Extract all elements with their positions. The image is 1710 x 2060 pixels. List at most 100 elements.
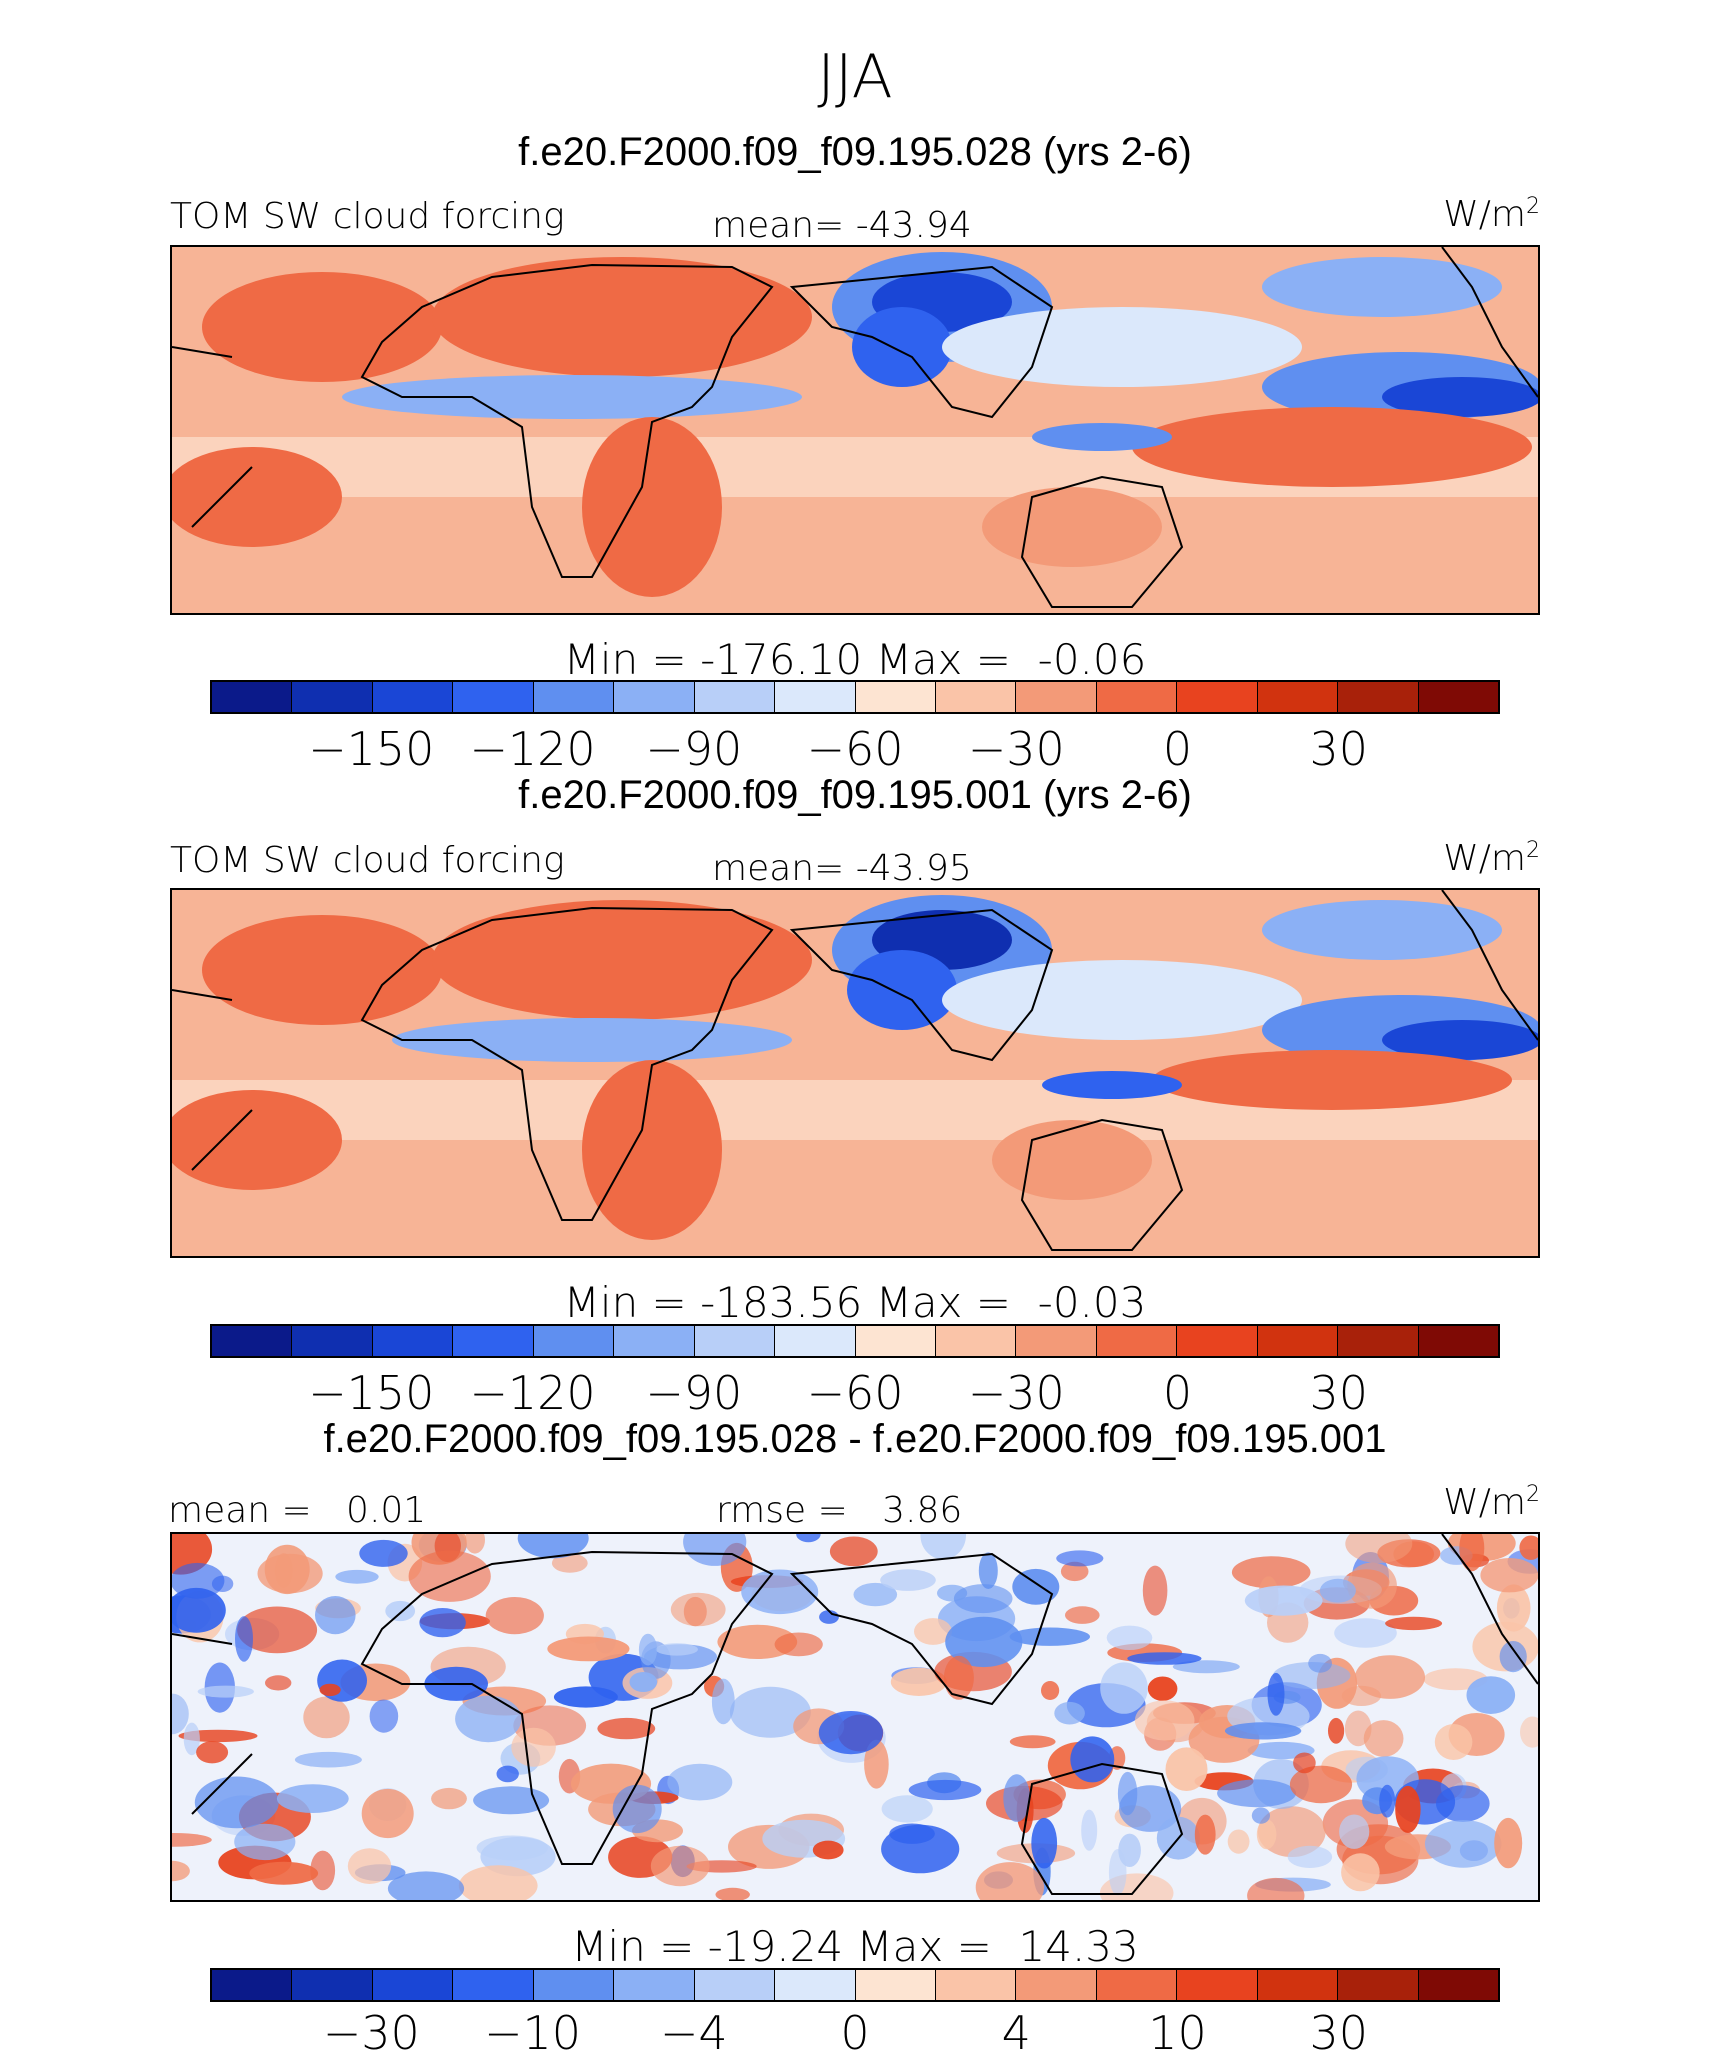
panel3-minmax: Min = -19.24 Max = 14.33 bbox=[571, 1922, 1139, 1971]
colorbar-box-13 bbox=[1257, 1970, 1339, 2000]
anomaly-blob bbox=[361, 1788, 414, 1839]
anomaly-blob bbox=[194, 1776, 279, 1829]
panel1-s-africa bbox=[582, 417, 722, 597]
anomaly-blob bbox=[629, 1672, 658, 1692]
colorbar-box-1 bbox=[292, 1326, 373, 1356]
anomaly-blob bbox=[234, 1823, 296, 1861]
colorbar-box-13 bbox=[1257, 682, 1339, 712]
colorbar-tick-label: −30 bbox=[967, 722, 1065, 776]
anomaly-blob bbox=[419, 1608, 466, 1638]
colorbar-box-1 bbox=[292, 1970, 373, 2000]
panel3-americas-coast bbox=[172, 1534, 1538, 1815]
panel2-title: f.e20.F2000.f09_f09.195.001 (yrs 2-6) bbox=[518, 773, 1192, 817]
anomaly-blob bbox=[294, 1751, 362, 1768]
anomaly-blob bbox=[853, 1582, 898, 1607]
anomaly-blob bbox=[1308, 1653, 1332, 1673]
panel3-africa-coast bbox=[360, 1550, 774, 1865]
anomaly-blob bbox=[1081, 1809, 1098, 1851]
anomaly-blob bbox=[1334, 1618, 1397, 1648]
anomaly-blob bbox=[1339, 1814, 1370, 1849]
panel1-maritime bbox=[1032, 423, 1172, 451]
panel3-rmse-label: rmse = bbox=[716, 1490, 848, 1531]
panel1-w-pacific bbox=[942, 307, 1302, 387]
anomaly-blob bbox=[741, 1569, 819, 1615]
anomaly-blob bbox=[265, 1675, 292, 1691]
anomaly-blob bbox=[612, 1784, 662, 1834]
anomaly-blob bbox=[943, 1655, 974, 1700]
anomaly-blob bbox=[369, 1699, 399, 1733]
anomaly-blob bbox=[978, 1552, 998, 1589]
panel1-colorbar bbox=[210, 680, 1500, 714]
anomaly-blob bbox=[1466, 1676, 1516, 1714]
anomaly-blob bbox=[1060, 1561, 1089, 1582]
panel2-mean: mean= -43.95 bbox=[712, 848, 972, 889]
colorbar-tick-label: −90 bbox=[645, 722, 743, 776]
anomaly-blob bbox=[638, 1633, 658, 1666]
anomaly-blob bbox=[667, 1763, 733, 1801]
panel1-minmax: Min = -176.10 Max = -0.06 bbox=[563, 635, 1147, 684]
anomaly-blob bbox=[1247, 1877, 1305, 1900]
panel3-colorbar bbox=[210, 1968, 1500, 2002]
anomaly-blob bbox=[812, 1840, 844, 1860]
panel3-field bbox=[172, 1534, 1538, 1900]
anomaly-blob bbox=[172, 1833, 212, 1847]
anomaly-blob bbox=[1272, 1662, 1351, 1689]
anomaly-blob bbox=[1355, 1655, 1425, 1699]
colorbar-box-15 bbox=[1418, 1326, 1498, 1356]
colorbar-tick-label: −60 bbox=[806, 1366, 904, 1420]
anomaly-blob bbox=[496, 1765, 519, 1783]
panel1-s-atlantic bbox=[172, 447, 342, 547]
anomaly-blob bbox=[908, 1779, 982, 1801]
anomaly-blob bbox=[1293, 1752, 1316, 1774]
anomaly-blob bbox=[315, 1596, 356, 1635]
panel3-mean-value: 0.01 bbox=[346, 1490, 427, 1531]
colorbar-box-6 bbox=[694, 682, 776, 712]
anomaly-blob bbox=[880, 1569, 936, 1591]
anomaly-blob bbox=[953, 1584, 1013, 1614]
panel1-sahara bbox=[432, 257, 812, 377]
panel1-americas-coast bbox=[172, 247, 1538, 528]
panel2-variable-label: TOM SW cloud forcing bbox=[170, 840, 565, 881]
anomaly-blob bbox=[319, 1683, 341, 1697]
panel1-australia-coast bbox=[1020, 475, 1184, 608]
anomaly-blob bbox=[264, 1544, 310, 1595]
anomaly-blob bbox=[1459, 1534, 1485, 1572]
panel2-australia bbox=[992, 1120, 1152, 1200]
colorbar-box-4 bbox=[533, 682, 615, 712]
anomaly-blob bbox=[196, 1741, 229, 1764]
anomaly-blob bbox=[485, 1597, 544, 1635]
panel1-mean-label: mean= bbox=[712, 205, 845, 246]
anomaly-blob bbox=[1480, 1558, 1538, 1593]
panel2-s-africa bbox=[582, 1060, 722, 1240]
colorbar-box-2 bbox=[372, 1326, 454, 1356]
anomaly-blob bbox=[1117, 1771, 1138, 1816]
anomaly-blob bbox=[1379, 1784, 1396, 1818]
anomaly-blob bbox=[1009, 1735, 1056, 1749]
panel1-mean: mean= -43.94 bbox=[712, 205, 972, 246]
anomaly-blob bbox=[715, 1887, 750, 1900]
colorbar-tick-label: −120 bbox=[469, 722, 596, 776]
panel3-mean: mean = 0.01 bbox=[168, 1490, 426, 1531]
anomaly-blob bbox=[1217, 1779, 1297, 1808]
anomaly-blob bbox=[1267, 1672, 1285, 1716]
colorbar-box-9 bbox=[935, 1970, 1017, 2000]
panel2-n-atlantic bbox=[202, 915, 442, 1025]
panel3-asia-coast bbox=[789, 1552, 1054, 1706]
anomaly-blob bbox=[1065, 1606, 1100, 1624]
anomaly-blob bbox=[717, 1624, 798, 1659]
panel1-field bbox=[172, 247, 1538, 613]
colorbar-box-5 bbox=[614, 1326, 695, 1356]
colorbar-box-5 bbox=[614, 1970, 695, 2000]
colorbar-box-10 bbox=[1016, 682, 1097, 712]
anomaly-blob bbox=[1347, 1562, 1397, 1609]
anomaly-blob bbox=[650, 1845, 710, 1887]
colorbar-box-9 bbox=[935, 682, 1017, 712]
panel1-e-pacific-core bbox=[1382, 377, 1538, 417]
colorbar-box-8 bbox=[855, 682, 936, 712]
colorbar-box-2 bbox=[372, 682, 454, 712]
colorbar-box-12 bbox=[1177, 1326, 1258, 1356]
anomaly-blob bbox=[818, 1711, 884, 1755]
anomaly-blob bbox=[310, 1850, 336, 1891]
anomaly-blob bbox=[1147, 1676, 1178, 1701]
colorbar-box-11 bbox=[1096, 1326, 1178, 1356]
